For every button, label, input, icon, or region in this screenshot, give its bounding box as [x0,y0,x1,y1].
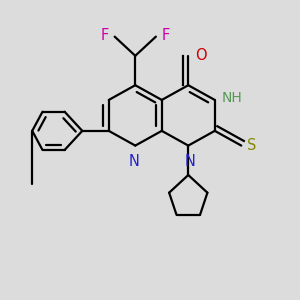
Text: NH: NH [221,92,242,106]
Text: F: F [101,28,110,43]
Text: N: N [128,154,139,169]
Text: F: F [161,28,170,43]
Text: O: O [195,48,206,63]
Text: S: S [247,138,256,153]
Text: N: N [184,154,195,169]
